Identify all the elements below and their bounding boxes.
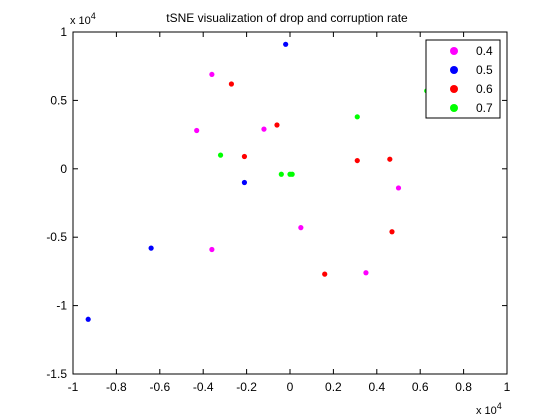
plot-area-frame bbox=[72, 31, 508, 375]
legend-box bbox=[425, 39, 501, 119]
data-point bbox=[209, 246, 215, 253]
x-exponent-power: 4 bbox=[497, 401, 502, 411]
x-tick-label: -0.2 bbox=[236, 380, 257, 394]
data-point bbox=[363, 270, 369, 276]
data-point bbox=[209, 71, 215, 78]
x-tick-label: 0.2 bbox=[325, 380, 342, 394]
x-exponent-base: x 10 bbox=[476, 405, 497, 417]
y-exponent-power: 4 bbox=[91, 11, 96, 21]
x-tick-label: 0.6 bbox=[412, 380, 429, 394]
legend-marker bbox=[450, 85, 458, 93]
data-point bbox=[278, 171, 284, 177]
y-exponent-label: x 104 bbox=[70, 11, 96, 27]
data-point bbox=[274, 122, 280, 128]
data-point bbox=[217, 152, 224, 158]
y-tick-label: 1 bbox=[60, 25, 67, 39]
legend-label: 0.5 bbox=[476, 63, 493, 77]
data-point bbox=[241, 153, 248, 160]
data-points bbox=[85, 41, 430, 322]
data-point bbox=[322, 271, 328, 277]
data-point bbox=[389, 229, 395, 235]
y-tick-label: 0.5 bbox=[50, 93, 67, 107]
x-tick-label: -0.4 bbox=[193, 380, 214, 394]
data-point bbox=[395, 185, 402, 191]
data-point bbox=[85, 316, 91, 322]
x-exponent-label: x 104 bbox=[476, 401, 502, 417]
data-point bbox=[387, 156, 393, 162]
legend-label: 0.6 bbox=[476, 82, 493, 96]
data-point bbox=[241, 179, 248, 186]
x-tick-label: 0.8 bbox=[455, 380, 472, 394]
y-exponent-base: x 10 bbox=[70, 15, 91, 27]
y-tick-label: -1 bbox=[56, 299, 67, 313]
data-point bbox=[261, 126, 267, 132]
data-point bbox=[298, 225, 304, 231]
data-point bbox=[148, 245, 154, 251]
legend-label: 0.7 bbox=[476, 101, 493, 115]
x-tick-label: 1 bbox=[504, 380, 511, 394]
legend: 0.4 0.5 0.6 0.7 bbox=[425, 39, 501, 119]
x-tick-label: -1 bbox=[68, 380, 79, 394]
data-point bbox=[194, 127, 200, 134]
legend-marker bbox=[450, 104, 458, 112]
x-tick-label: -0.8 bbox=[106, 380, 127, 394]
data-point bbox=[289, 171, 295, 177]
data-point bbox=[354, 157, 360, 164]
x-tick-label: 0.4 bbox=[368, 380, 385, 394]
legend-marker bbox=[450, 66, 458, 74]
x-tick-label: 0 bbox=[287, 380, 294, 394]
x-tick-label: -0.6 bbox=[149, 380, 170, 394]
legend-label: 0.4 bbox=[476, 44, 493, 58]
legend-marker bbox=[450, 47, 458, 55]
axis-ticks: -1 -0.8 -0.6 -0.4 -0.2 0 0.2 0.4 0.6 0.8 1-1.5-1-0… bbox=[46, 25, 510, 394]
data-point bbox=[283, 41, 289, 47]
y-tick-label: -1.5 bbox=[46, 367, 67, 381]
chart-title: tSNE visualization of drop and corruptio… bbox=[166, 11, 408, 25]
y-tick-label: 0 bbox=[60, 162, 67, 176]
data-point bbox=[228, 81, 235, 87]
y-tick-label: -0.5 bbox=[46, 230, 67, 244]
data-point bbox=[354, 114, 360, 120]
